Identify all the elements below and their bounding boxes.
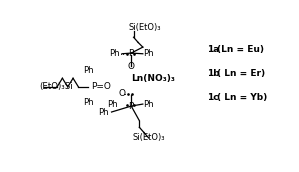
Text: ( Ln = Yb): ( Ln = Yb)	[217, 93, 267, 102]
Text: ·: ·	[124, 90, 127, 100]
Text: P: P	[129, 101, 134, 111]
Text: Ph: Ph	[83, 98, 94, 107]
Text: ·: ·	[120, 50, 123, 60]
Text: ·: ·	[122, 50, 125, 60]
Text: ( Ln = Er): ( Ln = Er)	[217, 69, 265, 78]
Text: P=O: P=O	[91, 82, 111, 91]
Text: Ln(NO₃)₃: Ln(NO₃)₃	[131, 74, 175, 83]
Text: 1c: 1c	[207, 93, 218, 102]
Text: (Ln = Eu): (Ln = Eu)	[217, 45, 264, 54]
Text: P: P	[129, 49, 134, 58]
Text: ·: ·	[123, 90, 126, 100]
Text: 1b: 1b	[207, 69, 219, 78]
Text: 1a: 1a	[207, 45, 219, 54]
Text: (EtO)₃Si: (EtO)₃Si	[40, 82, 73, 91]
Text: Ph: Ph	[83, 66, 94, 76]
Text: Ph: Ph	[143, 100, 153, 109]
Text: Ph: Ph	[99, 108, 109, 116]
Text: Ph: Ph	[109, 49, 120, 58]
Text: Ph: Ph	[107, 100, 117, 109]
Text: O: O	[118, 89, 126, 98]
Text: O: O	[128, 62, 135, 71]
Text: Si(EtO)₃: Si(EtO)₃	[132, 133, 165, 142]
Text: Si(EtO)₃: Si(EtO)₃	[129, 23, 161, 32]
Text: Ph: Ph	[143, 49, 153, 58]
